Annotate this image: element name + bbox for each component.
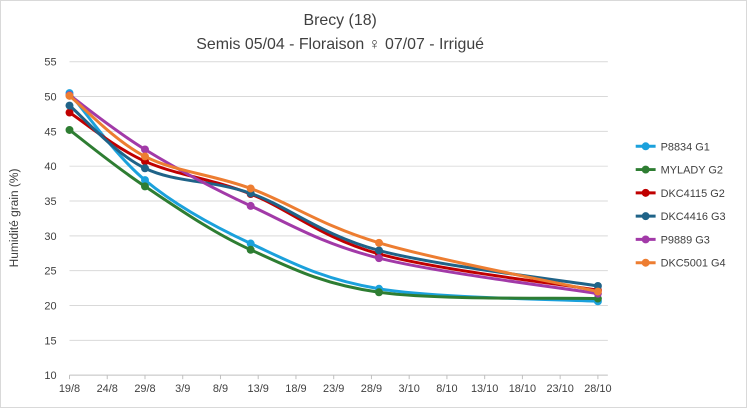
x-tick-label: 24/8 — [97, 383, 118, 395]
data-point — [375, 254, 383, 263]
y-tick-label: 35 — [44, 196, 56, 208]
x-tick-label: 3/10 — [399, 383, 420, 395]
data-point — [246, 245, 255, 254]
legend-label: DKC5001 G4 — [661, 258, 726, 270]
y-tick-label: 10 — [44, 370, 56, 382]
x-tick-label: 28/10 — [584, 383, 611, 395]
legend-label: P8834 G1 — [661, 141, 710, 153]
x-tick-label: 18/10 — [509, 383, 536, 395]
series-line — [68, 104, 599, 288]
legend-marker — [641, 165, 650, 174]
legend-marker — [641, 188, 650, 197]
x-tick-label: 13/9 — [248, 383, 269, 395]
data-point — [593, 282, 602, 290]
legend-label: DKC4115 G2 — [661, 188, 725, 200]
data-point — [141, 182, 149, 191]
legend-marker — [641, 212, 650, 221]
series-line — [68, 93, 599, 296]
y-tick-label: 55 — [44, 57, 56, 69]
y-tick-label: 40 — [44, 161, 56, 173]
data-point — [65, 125, 74, 134]
data-point — [375, 238, 383, 247]
data-point — [246, 201, 255, 210]
data-point — [65, 108, 74, 117]
x-tick-label: 23/9 — [323, 383, 344, 395]
x-tick-label: 23/10 — [546, 383, 573, 395]
data-point — [141, 164, 149, 173]
data-point — [141, 176, 149, 185]
data-point — [375, 246, 383, 255]
y-axis-label: Humidité grain (%) — [7, 168, 21, 267]
x-tick-label: 18/9 — [285, 383, 306, 395]
data-point — [65, 101, 74, 110]
legend-marker — [641, 258, 650, 267]
x-tick-label: 19/8 — [59, 383, 80, 395]
y-tick-label: 30 — [44, 231, 56, 243]
y-tick-label: 45 — [44, 126, 56, 138]
x-tick-label: 13/10 — [471, 383, 498, 395]
legend-label: MYLADY G2 — [661, 165, 723, 177]
y-tick-label: 50 — [44, 92, 56, 104]
data-point — [141, 145, 149, 154]
x-tick-label: 8/10 — [436, 383, 457, 395]
x-tick-label: 8/9 — [213, 383, 228, 395]
x-tick-label: 28/9 — [361, 383, 382, 395]
data-point — [65, 91, 74, 100]
data-point — [246, 184, 255, 193]
series-line — [68, 128, 598, 301]
data-point — [375, 288, 383, 297]
data-point — [246, 239, 255, 248]
y-tick-label: 25 — [44, 266, 56, 278]
series-line — [68, 94, 599, 294]
x-tick-label: 3/9 — [175, 383, 190, 395]
y-tick-label: 20 — [44, 300, 56, 312]
legend-label: P9889 G3 — [661, 234, 710, 246]
legend-marker — [641, 142, 650, 151]
chart-title: Brecy (18) — [303, 12, 376, 29]
series-line — [68, 92, 598, 303]
data-point — [593, 287, 602, 296]
legend-marker — [641, 235, 650, 244]
chart-subtitle: Semis 05/04 - Floraison ♀ 07/07 - Irrigu… — [196, 36, 484, 53]
data-point — [141, 152, 149, 161]
x-tick-label: 29/8 — [134, 383, 155, 395]
legend-label: DKC4416 G3 — [661, 211, 726, 223]
y-tick-label: 15 — [44, 335, 56, 347]
